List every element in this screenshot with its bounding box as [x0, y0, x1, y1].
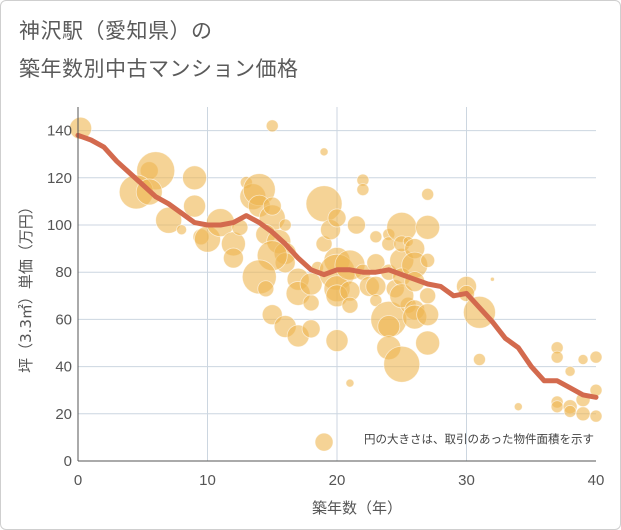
bubble	[69, 116, 92, 140]
bubble	[419, 287, 437, 305]
bubble	[301, 319, 321, 339]
y-tick-label: 0	[64, 453, 72, 470]
bubble	[265, 119, 279, 133]
bubble	[420, 252, 436, 268]
bubble	[421, 187, 435, 201]
bubble	[377, 315, 401, 338]
bubble	[463, 295, 496, 329]
bubble	[383, 345, 421, 383]
bubble	[550, 350, 564, 364]
bubble	[577, 354, 589, 365]
bubble	[415, 330, 441, 356]
bubble	[345, 378, 355, 388]
y-axis-label: 坪（3.3㎡）単価（万円）	[17, 199, 35, 373]
chart-title-line1: 神沢駅（愛知県）の	[19, 19, 213, 43]
bubble	[278, 218, 292, 232]
y-tick-label: 140	[47, 123, 72, 140]
bubble	[176, 224, 188, 236]
bubble	[325, 329, 349, 353]
bubble	[550, 400, 564, 414]
x-tick-label: 10	[199, 472, 216, 489]
bubble	[347, 215, 366, 235]
y-tick-label: 40	[55, 359, 72, 376]
bubble	[416, 303, 440, 327]
size-note: 円の大きさは、取引のあった物件面積を示す	[364, 432, 594, 446]
bubble	[356, 183, 370, 197]
chart-title-line2: 築年数別中古マンション価格	[19, 57, 299, 81]
bubble	[341, 296, 359, 314]
bubble	[563, 405, 577, 418]
trend-line	[75, 132, 599, 400]
trend-line-path	[75, 132, 599, 400]
bubble	[155, 206, 183, 234]
bubble	[589, 350, 603, 364]
bubble	[513, 402, 523, 412]
x-tick-label: 20	[329, 472, 346, 489]
x-axis-label: 築年数（年）	[312, 499, 402, 517]
y-tick-label: 80	[55, 264, 72, 281]
bubble	[182, 165, 207, 191]
bubble	[473, 353, 486, 366]
bubble	[564, 365, 576, 377]
bubble	[575, 406, 591, 422]
bubble	[183, 194, 206, 218]
bubble	[327, 208, 347, 228]
bubble	[222, 247, 244, 269]
y-tick-label: 60	[55, 311, 72, 328]
bubble	[319, 147, 329, 157]
x-tick-label: 40	[588, 472, 605, 489]
bubble	[302, 294, 320, 312]
bubble	[415, 214, 441, 240]
y-tick-label: 120	[47, 170, 72, 187]
y-tick-label: 20	[55, 406, 72, 423]
bubbles	[69, 116, 603, 452]
bubble	[589, 409, 603, 423]
x-tick-label: 0	[74, 472, 82, 489]
bubble	[489, 276, 495, 282]
bubble	[389, 283, 415, 309]
bubble	[369, 230, 383, 244]
bubble	[262, 196, 282, 216]
axes: 0 10 20 30 40 0 20 40 60 80 100 120 140	[47, 107, 604, 489]
bubble	[314, 432, 334, 452]
bubble	[299, 272, 323, 296]
y-tick-label: 100	[47, 217, 72, 234]
bubble	[365, 275, 387, 297]
bubble	[257, 280, 275, 298]
x-tick-label: 30	[458, 472, 475, 489]
